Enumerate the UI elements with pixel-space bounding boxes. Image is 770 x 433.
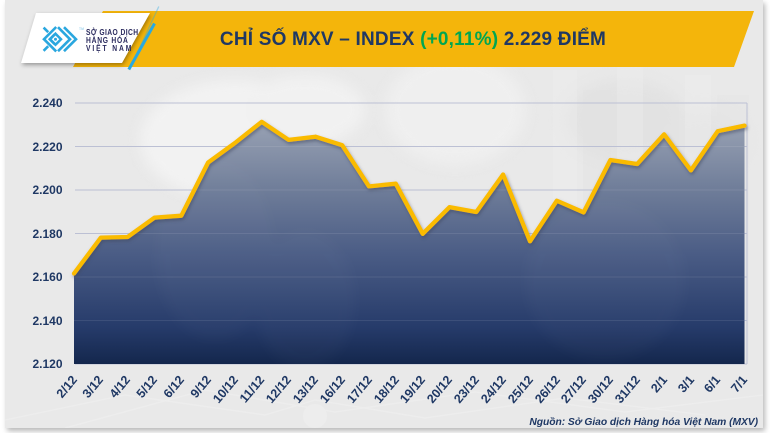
svg-text:TM: TM (79, 27, 84, 31)
